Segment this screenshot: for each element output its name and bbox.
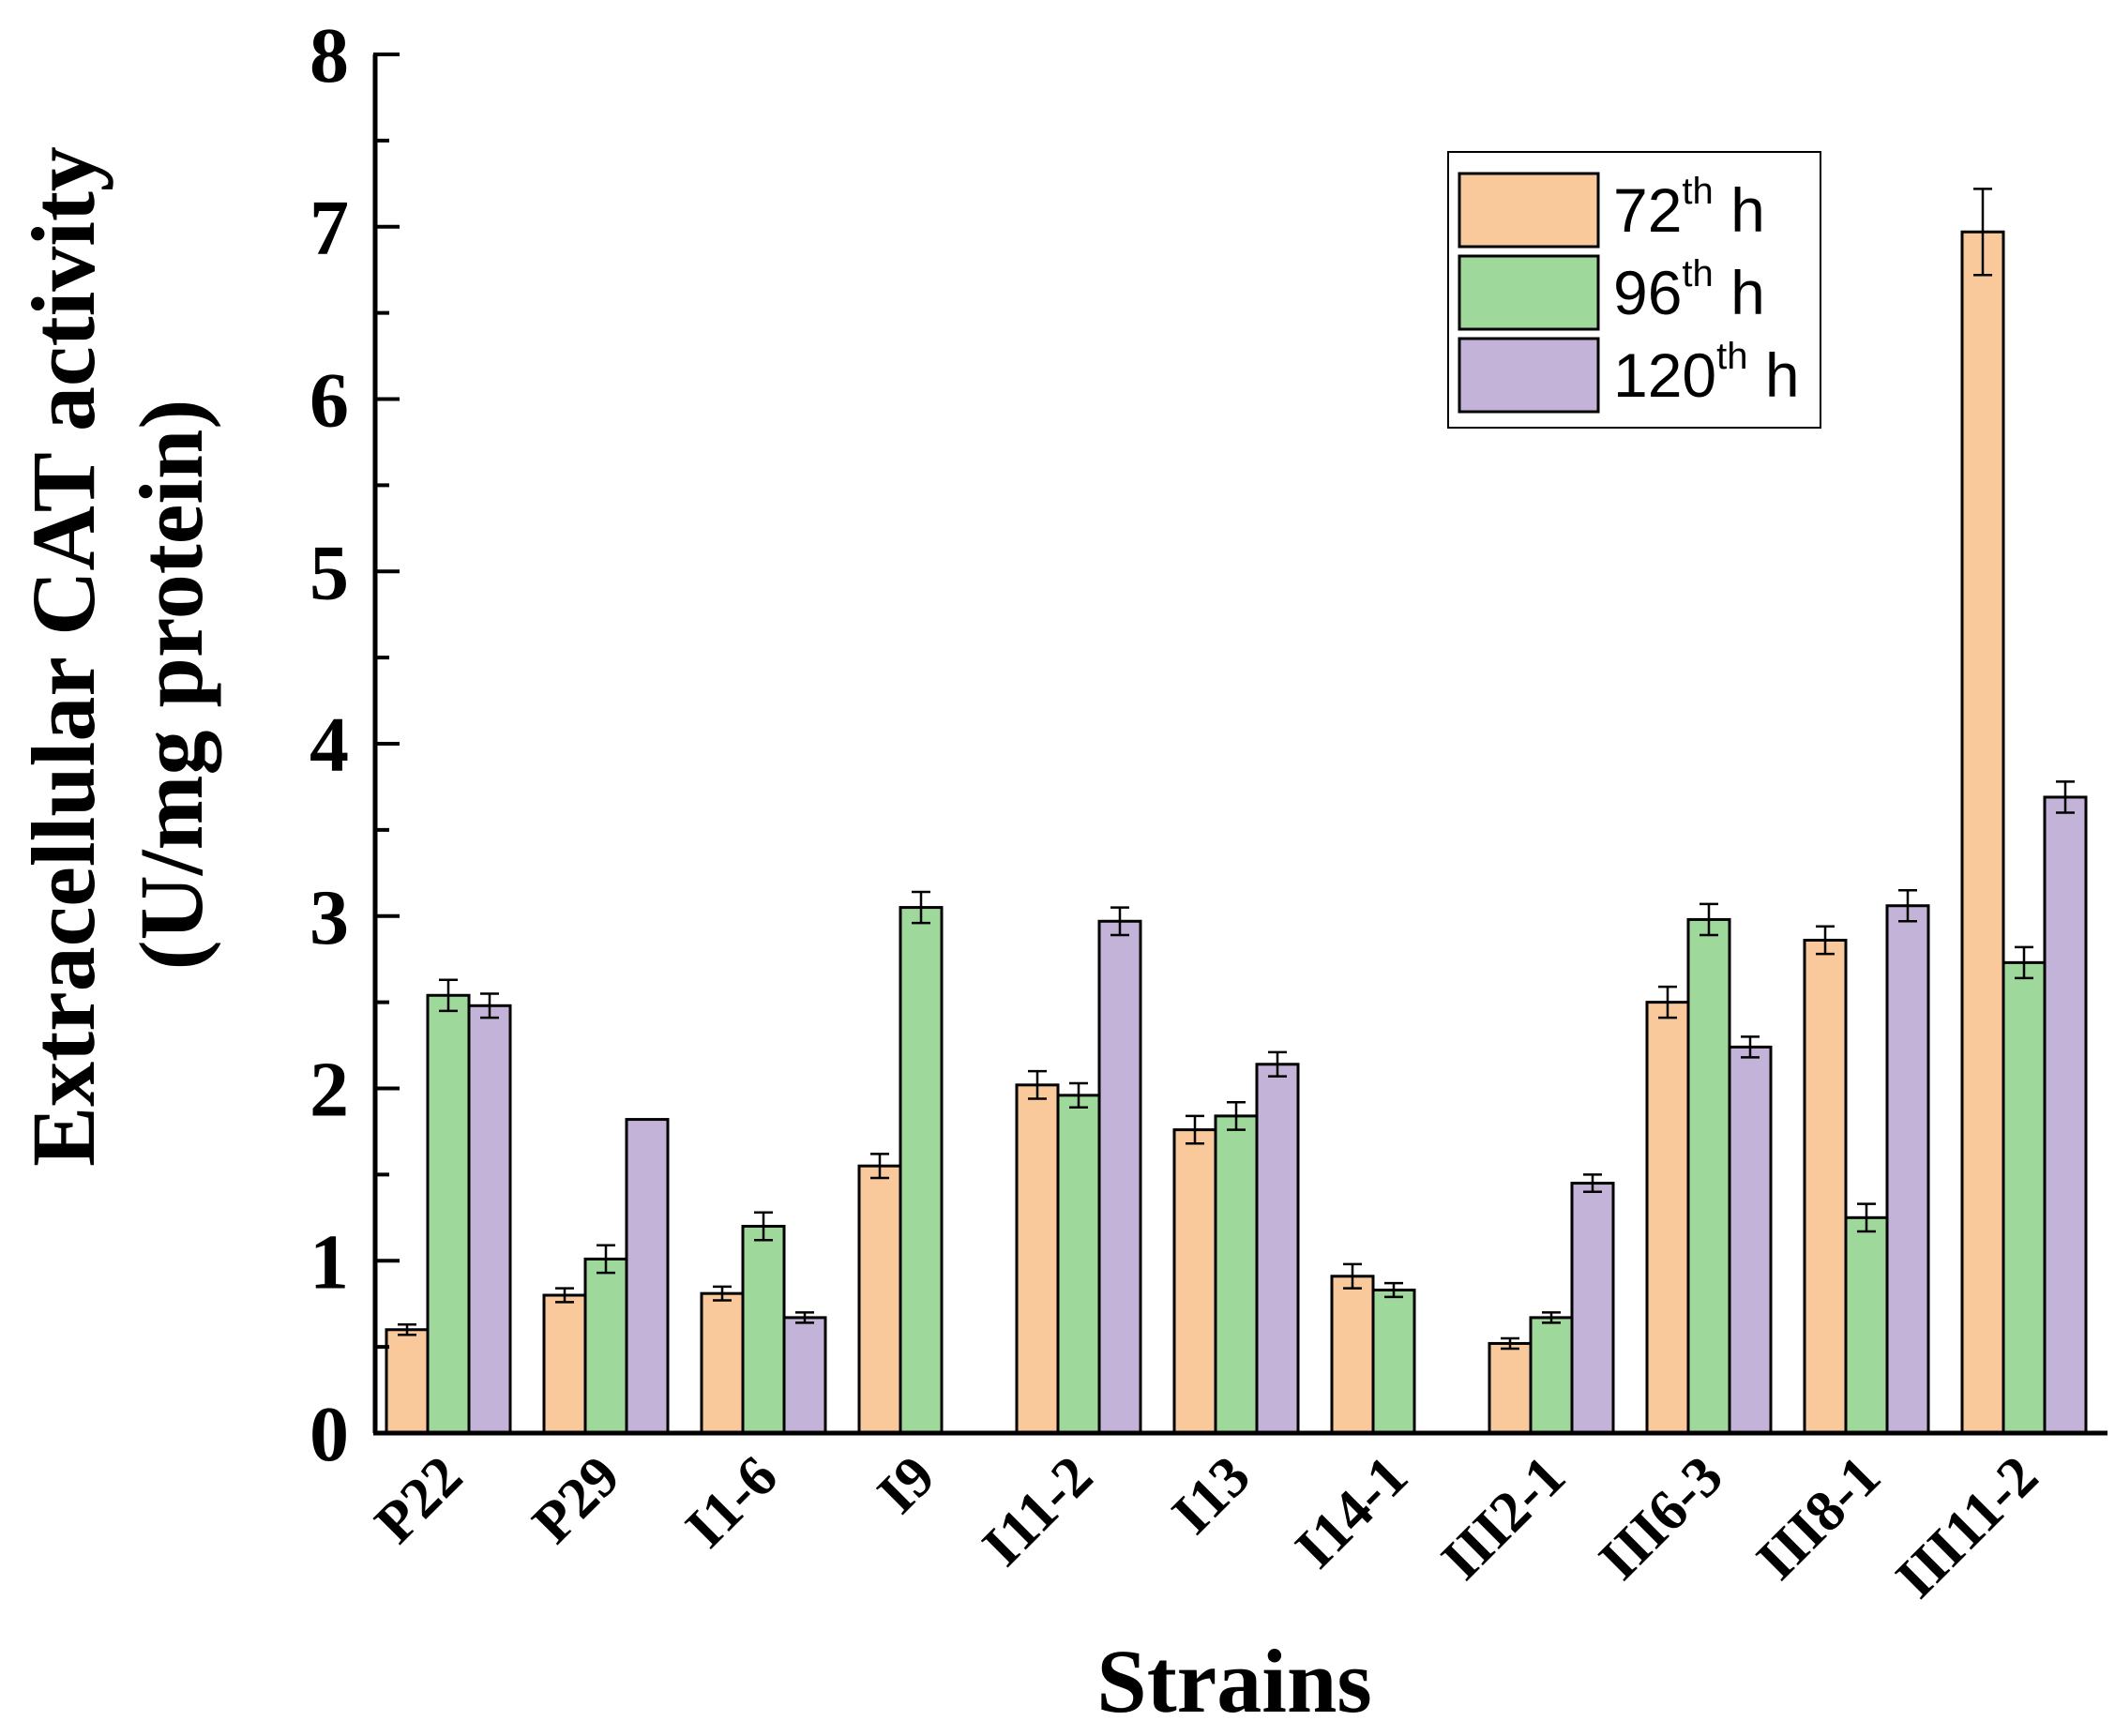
y-tick-label-3: 3	[310, 874, 349, 961]
legend-swatch-72h	[1458, 172, 1600, 249]
error-bar-III2-1-72h	[1501, 1336, 1519, 1351]
bar-I1-6-96h	[741, 1225, 786, 1435]
y-tick-label-2: 2	[310, 1047, 349, 1134]
x-category-labels: P22 P29 I1-6 I9 I11-2 I13 I14-1 III2-1 III6-3 III…	[363, 1444, 2050, 1610]
error-bar-I11-2-72h	[1028, 1069, 1047, 1100]
bar-P29-72h	[542, 1293, 587, 1435]
bar-III6-3-120h	[1728, 1045, 1773, 1435]
error-bar-III6-3-120h	[1741, 1035, 1760, 1059]
legend-label-120h: 120th h	[1613, 336, 1800, 410]
error-bar-III8-1-120h	[1898, 888, 1917, 923]
x-tick-label-III11-2: III11-2	[1884, 1444, 2050, 1610]
bar-I1-6-120h	[782, 1316, 827, 1435]
error-bar-I9-96h	[912, 890, 930, 925]
y-tick-label-4: 4	[310, 702, 349, 789]
bar-III8-1-120h	[1885, 904, 1930, 1435]
legend-swatch-96h	[1458, 254, 1600, 331]
bar-I13-96h	[1214, 1114, 1259, 1435]
x-tick-label-P22: P22	[363, 1444, 475, 1556]
error-bar-III6-3-72h	[1658, 985, 1677, 1019]
y-tick-label-5: 5	[310, 529, 349, 616]
error-bar-I1-6-96h	[754, 1211, 773, 1242]
bar-P29-96h	[583, 1257, 628, 1435]
error-bar-I11-2-96h	[1069, 1081, 1088, 1109]
bar-I14-1-72h	[1330, 1275, 1375, 1435]
x-tick-label-I1-6: I1-6	[673, 1444, 790, 1561]
bar-III11-2-96h	[2002, 960, 2047, 1435]
error-bar-III6-3-96h	[1700, 902, 1718, 937]
bar-I9-96h	[899, 906, 944, 1435]
bar-III2-1-72h	[1488, 1341, 1533, 1435]
error-bar-III11-2-96h	[2015, 945, 2033, 980]
error-bar-I1-6-72h	[713, 1285, 732, 1302]
bar-III8-1-96h	[1844, 1215, 1889, 1435]
y-tick-label-1: 1	[310, 1218, 349, 1306]
x-tick-label-P29: P29	[521, 1444, 632, 1556]
bar-I13-120h	[1255, 1063, 1300, 1435]
error-bar-I9-72h	[870, 1153, 889, 1180]
error-bar-III8-1-96h	[1857, 1202, 1876, 1233]
bar-P22-120h	[467, 1004, 512, 1435]
bar-I11-2-96h	[1056, 1094, 1101, 1435]
x-axis-title: Strains	[1096, 1631, 1371, 1731]
error-bar-I1-6-120h	[795, 1311, 814, 1324]
x-tick-label-III2-1: III2-1	[1429, 1444, 1578, 1593]
bar-I11-2-72h	[1015, 1083, 1060, 1435]
error-bar-P29-72h	[555, 1287, 574, 1304]
x-tick-label-I14-1: I14-1	[1283, 1444, 1420, 1581]
legend: 72th h 96th h 120th h	[1447, 151, 1821, 429]
x-tick-label-III6-3: III6-3	[1587, 1444, 1735, 1593]
bar-III11-2-120h	[2043, 795, 2088, 1435]
bar-III2-1-120h	[1570, 1182, 1615, 1435]
bar-P22-72h	[385, 1328, 430, 1435]
legend-swatch-120h	[1458, 337, 1600, 414]
error-bar-P22-120h	[480, 992, 499, 1019]
error-bar-III11-2-72h	[1973, 188, 1992, 277]
y-axis-title-line2: (U/mg protein)	[121, 400, 221, 971]
x-tick-label-I9: I9	[866, 1444, 947, 1526]
bar-I13-72h	[1172, 1128, 1217, 1435]
error-bar-I13-96h	[1227, 1100, 1246, 1131]
bar-III8-1-72h	[1803, 938, 1848, 1435]
error-bar-P22-72h	[398, 1322, 416, 1336]
bar-III6-3-72h	[1645, 1001, 1690, 1435]
y-tick-label-0: 0	[310, 1391, 349, 1478]
bar-P29-120h	[625, 1118, 670, 1435]
error-bar-I13-120h	[1268, 1050, 1287, 1078]
error-bars-layer	[398, 188, 2075, 1351]
bar-P22-96h	[426, 993, 471, 1435]
bar-III2-1-96h	[1529, 1316, 1574, 1435]
x-tick-label-I11-2: I11-2	[971, 1444, 1105, 1578]
legend-label-96h: 96th h	[1613, 253, 1765, 327]
error-bar-I14-1-96h	[1384, 1281, 1403, 1299]
error-bar-III11-2-120h	[2056, 780, 2075, 814]
bar-I1-6-72h	[700, 1291, 745, 1435]
y-tick-label-6: 6	[310, 357, 349, 445]
x-tick-label-III8-1: III8-1	[1745, 1444, 1893, 1593]
error-bar-III2-1-120h	[1583, 1173, 1602, 1193]
y-axis-title-line1: Extracellular CAT activity	[13, 146, 113, 1167]
bar-I14-1-96h	[1371, 1288, 1416, 1435]
y-tick-label-8: 8	[310, 12, 349, 99]
y-tick-label-7: 7	[310, 185, 349, 272]
legend-label-72h: 72th h	[1613, 171, 1765, 245]
error-bar-I14-1-72h	[1343, 1262, 1362, 1290]
error-bar-III8-1-72h	[1816, 925, 1835, 956]
error-bar-P29-96h	[597, 1244, 615, 1275]
bar-III6-3-96h	[1686, 917, 1731, 1435]
error-bar-P22-96h	[439, 978, 458, 1013]
bar-III11-2-72h	[1960, 230, 2005, 1435]
error-bar-I13-72h	[1186, 1114, 1204, 1145]
error-bar-III2-1-96h	[1542, 1311, 1561, 1324]
y-ticks: 0 1 2 3 4 5 6 7 8	[310, 12, 400, 1478]
error-bar-I11-2-120h	[1110, 906, 1129, 937]
x-tick-label-I13: I13	[1160, 1444, 1262, 1547]
bars-layer	[385, 230, 2088, 1435]
bar-I11-2-120h	[1097, 919, 1142, 1435]
bar-I9-72h	[857, 1164, 902, 1435]
